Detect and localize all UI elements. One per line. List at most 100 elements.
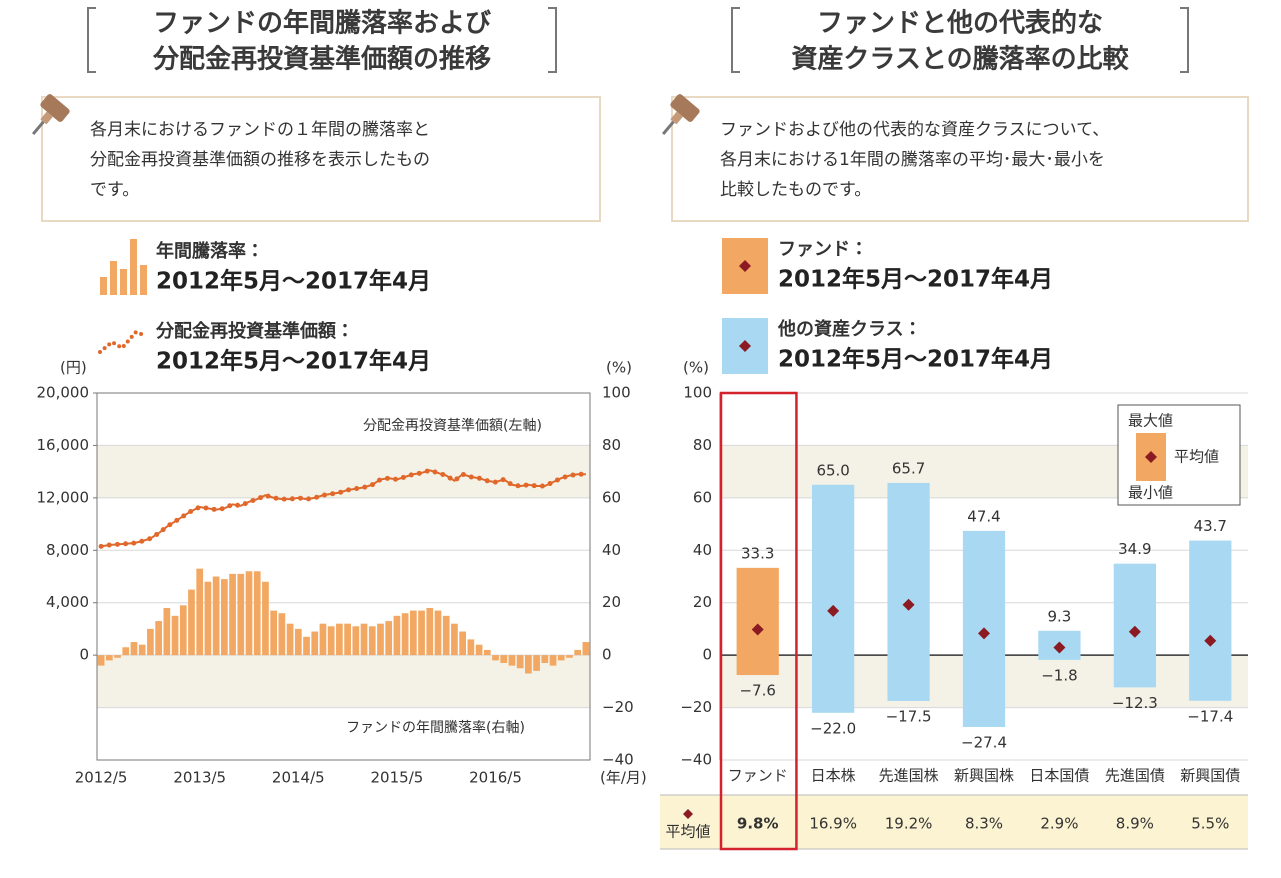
y-tick-label: 12,000 (37, 488, 90, 506)
y2-tick-label: −40 (602, 751, 634, 769)
bar (287, 624, 294, 655)
bar (361, 624, 368, 655)
legend-swatch (110, 261, 117, 295)
max-label: 65.0 (816, 461, 849, 479)
description: 比較したものです。 (720, 180, 871, 200)
bar (517, 655, 524, 668)
bar (500, 655, 507, 663)
annotation: ファンドの年間騰落率(右軸) (346, 719, 525, 736)
legend-period: 2012年5月～2017年4月 (778, 266, 1053, 293)
legend-label: 分配金再投資基準価額： (155, 320, 354, 342)
bar (295, 629, 302, 655)
y-tick-label: 80 (693, 436, 712, 454)
legend-swatch (100, 332, 146, 352)
bar (155, 621, 162, 655)
plot-band (97, 445, 590, 497)
bar (336, 624, 343, 655)
x-tick-label: 2015/5 (371, 769, 424, 787)
bar (533, 655, 540, 671)
bar (476, 645, 483, 655)
key-label: 最大値 (1128, 412, 1173, 430)
mean-value: 9.8% (737, 815, 779, 833)
description: 分配金再投資基準価額の推移を表示したもの (90, 150, 430, 170)
x-tick-label: 日本国債 (1029, 767, 1089, 785)
bar (270, 611, 277, 656)
row-label: 平均値 (665, 823, 710, 841)
description: 各月末におけるファンドの１年間の騰落率と (90, 120, 430, 140)
y-tick-label: 0 (79, 646, 89, 664)
bar (106, 655, 113, 660)
y-tick-label: −20 (680, 698, 712, 716)
bar (418, 611, 425, 656)
bar (344, 624, 351, 655)
bar (98, 655, 105, 665)
bar (147, 629, 154, 655)
bar (229, 574, 236, 655)
bar (237, 574, 244, 655)
panel-title: ファンドの年間騰落率および (153, 8, 491, 39)
bar (484, 650, 491, 655)
bar (558, 655, 565, 660)
legend-period: 2012年5月～2017年4月 (778, 346, 1053, 373)
x-tick-label: 新興国債 (1180, 767, 1240, 785)
bar (114, 655, 121, 658)
plot-band (97, 655, 590, 707)
range-bar (1189, 541, 1231, 701)
range-bar (1114, 564, 1156, 688)
bar (574, 650, 581, 655)
bar (163, 608, 170, 655)
range-bar (887, 483, 929, 701)
mean-value: 8.3% (965, 815, 1003, 833)
bar (221, 579, 228, 655)
bar (311, 632, 318, 656)
x-tick-label: 日本株 (811, 767, 856, 785)
description: 各月末における1年間の騰落率の平均･最大･最小を (720, 150, 1105, 170)
min-label: −17.4 (1187, 707, 1233, 725)
key-label: 平均値 (1174, 448, 1219, 466)
x-axis-unit: (年/月) (600, 769, 647, 787)
mean-value: 16.9% (809, 815, 857, 833)
mean-value: 5.5% (1191, 815, 1229, 833)
panel-title: 資産クラスとの騰落率の比較 (791, 44, 1129, 75)
bar (139, 645, 146, 655)
legend-swatch (120, 269, 127, 295)
y2-tick-label: 0 (602, 646, 612, 664)
y2-tick-label: 100 (602, 384, 631, 402)
y2-tick-label: 80 (602, 436, 621, 454)
max-label: 65.7 (892, 459, 925, 477)
page-canvas: ファンドの年間騰落率および 分配金再投資基準価額の推移 各月末におけるファンドの… (0, 0, 1281, 878)
min-label: −1.8 (1041, 666, 1077, 684)
y-tick-label: 4,000 (46, 593, 89, 611)
bar (402, 613, 409, 655)
bar (172, 616, 179, 655)
bar (550, 655, 557, 665)
legend-swatch (100, 277, 107, 295)
x-tick-label: 新興国株 (954, 767, 1014, 785)
description: ファンドおよび他の代表的な資産クラスについて、 (720, 120, 1109, 140)
legend-label: 年間騰落率： (156, 240, 264, 262)
min-label: −7.6 (739, 682, 775, 700)
mean-value: 8.9% (1116, 815, 1154, 833)
annotation: 分配金再投資基準価額(左軸) (363, 417, 542, 434)
x-tick-label: 先進国債 (1105, 767, 1165, 785)
bar (352, 626, 359, 655)
y2-tick-label: 20 (602, 593, 621, 611)
x-tick-label: 先進国株 (879, 767, 939, 785)
bar (525, 655, 532, 673)
x-tick-label: ファンド (728, 767, 788, 785)
y-tick-label: 20,000 (37, 384, 90, 402)
y2-tick-label: 40 (602, 541, 621, 559)
bar (435, 611, 442, 656)
bar (385, 621, 392, 655)
range-bar (812, 485, 854, 713)
y-tick-label: 0 (702, 646, 712, 664)
bar (262, 582, 269, 655)
y-tick-label: 40 (693, 541, 712, 559)
bar (320, 624, 327, 655)
x-tick-label: 2013/5 (173, 769, 226, 787)
legend-swatch (130, 239, 137, 295)
bracket (88, 8, 96, 72)
bar (468, 639, 475, 655)
y-axis-unit: (円) (60, 359, 87, 377)
x-tick-label: 2016/5 (469, 769, 522, 787)
